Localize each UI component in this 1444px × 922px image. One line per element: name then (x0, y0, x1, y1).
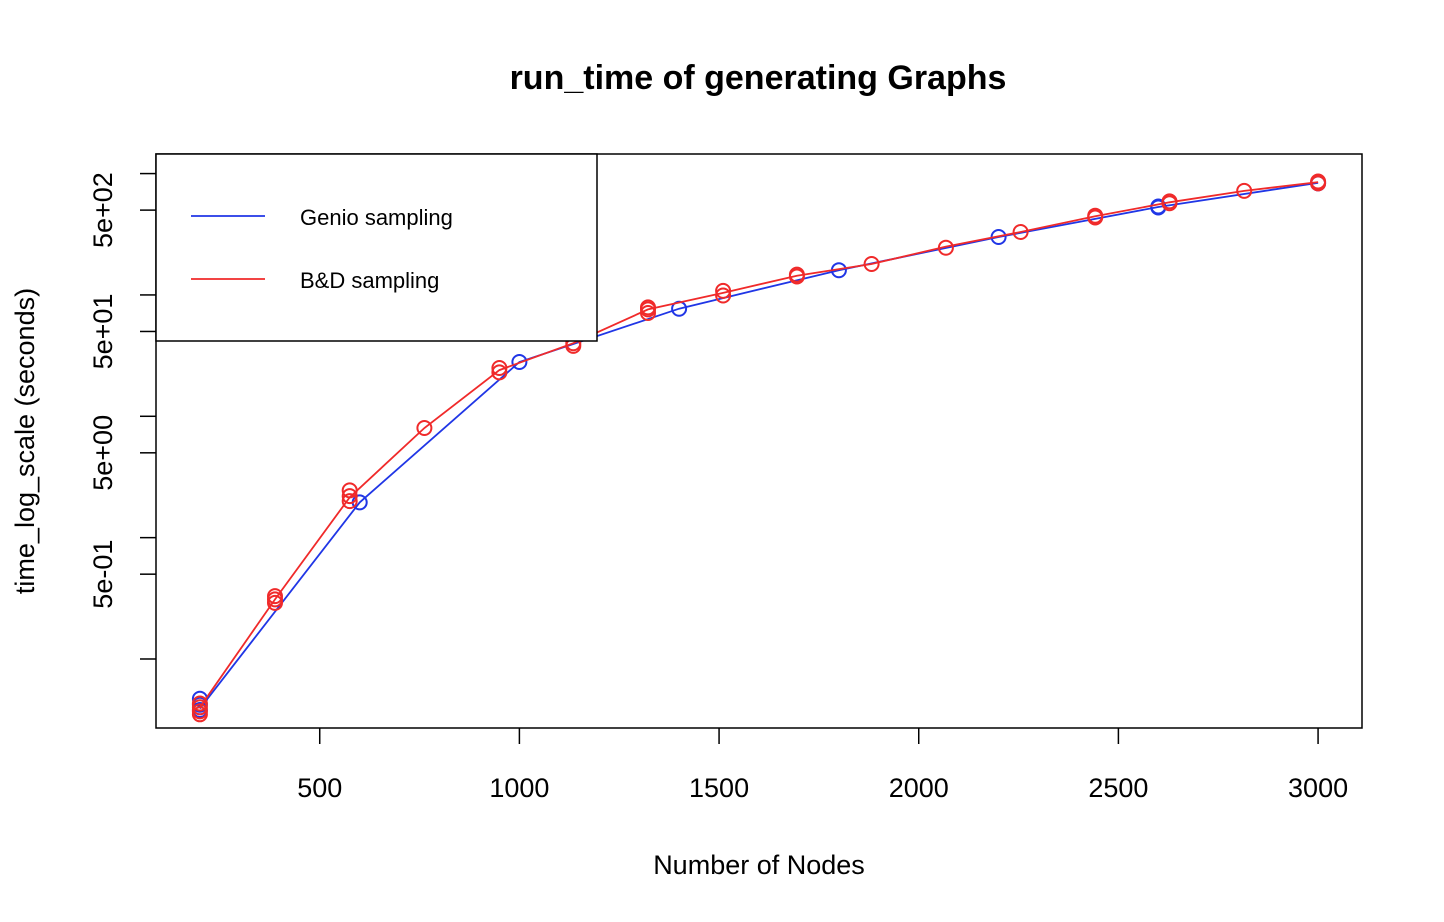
data-point-bd (1310, 173, 1327, 190)
x-tick-label: 1000 (489, 773, 549, 803)
data-point-bd (191, 703, 208, 720)
data-point-bd (1012, 224, 1029, 240)
data-point-bd (191, 695, 208, 712)
plot-frame (155, 153, 1363, 729)
data-point-bd (715, 287, 732, 304)
chart-title: run_time of generating Graphs (510, 59, 1007, 97)
data-point-bd (491, 360, 508, 376)
x-tick-label: 1500 (689, 773, 749, 803)
series-line-bd (199, 181, 1319, 708)
y-axis-label: time_log_scale (seconds) (10, 288, 40, 594)
x-tick-label: 3000 (1288, 773, 1348, 803)
data-point-genio (511, 354, 528, 370)
x-tick-label: 500 (297, 773, 342, 803)
data-point-bd (937, 239, 954, 256)
series-line-genio (199, 181, 1319, 710)
data-point-bd (341, 482, 358, 499)
series-layer (191, 173, 1327, 723)
y-tick-label: 5e-01 (88, 540, 118, 609)
axes-layer: 500 1000 1500 2000 2500 3000 5e-01 5e+00 5e+01 5e… (88, 172, 1348, 803)
data-point-bd (640, 299, 656, 316)
data-point-bd (1087, 207, 1104, 224)
data-point-bd (341, 493, 358, 510)
y-tick-label: 5e+01 (88, 294, 118, 370)
x-tick-label: 2500 (1088, 773, 1148, 803)
data-point-bd (416, 420, 433, 436)
legend-label-bd: B&D sampling (300, 268, 439, 293)
data-point-bd (1236, 182, 1253, 199)
data-point-bd (491, 364, 508, 381)
data-point-bd (341, 488, 358, 505)
data-point-bd (267, 588, 283, 605)
data-point-bd (863, 256, 880, 272)
y-tick-label: 5e+02 (88, 172, 118, 248)
legend-box (155, 153, 598, 342)
data-point-bd (715, 282, 732, 299)
legend: Genio sampling B&D sampling (155, 153, 598, 342)
y-tick-label: 5e+00 (88, 415, 118, 491)
x-tick-label: 2000 (889, 773, 949, 803)
x-axis-label: Number of Nodes (653, 850, 865, 880)
data-point-bd (788, 266, 805, 283)
data-point-bd (1161, 193, 1178, 210)
legend-label-genio: Genio sampling (300, 205, 453, 230)
